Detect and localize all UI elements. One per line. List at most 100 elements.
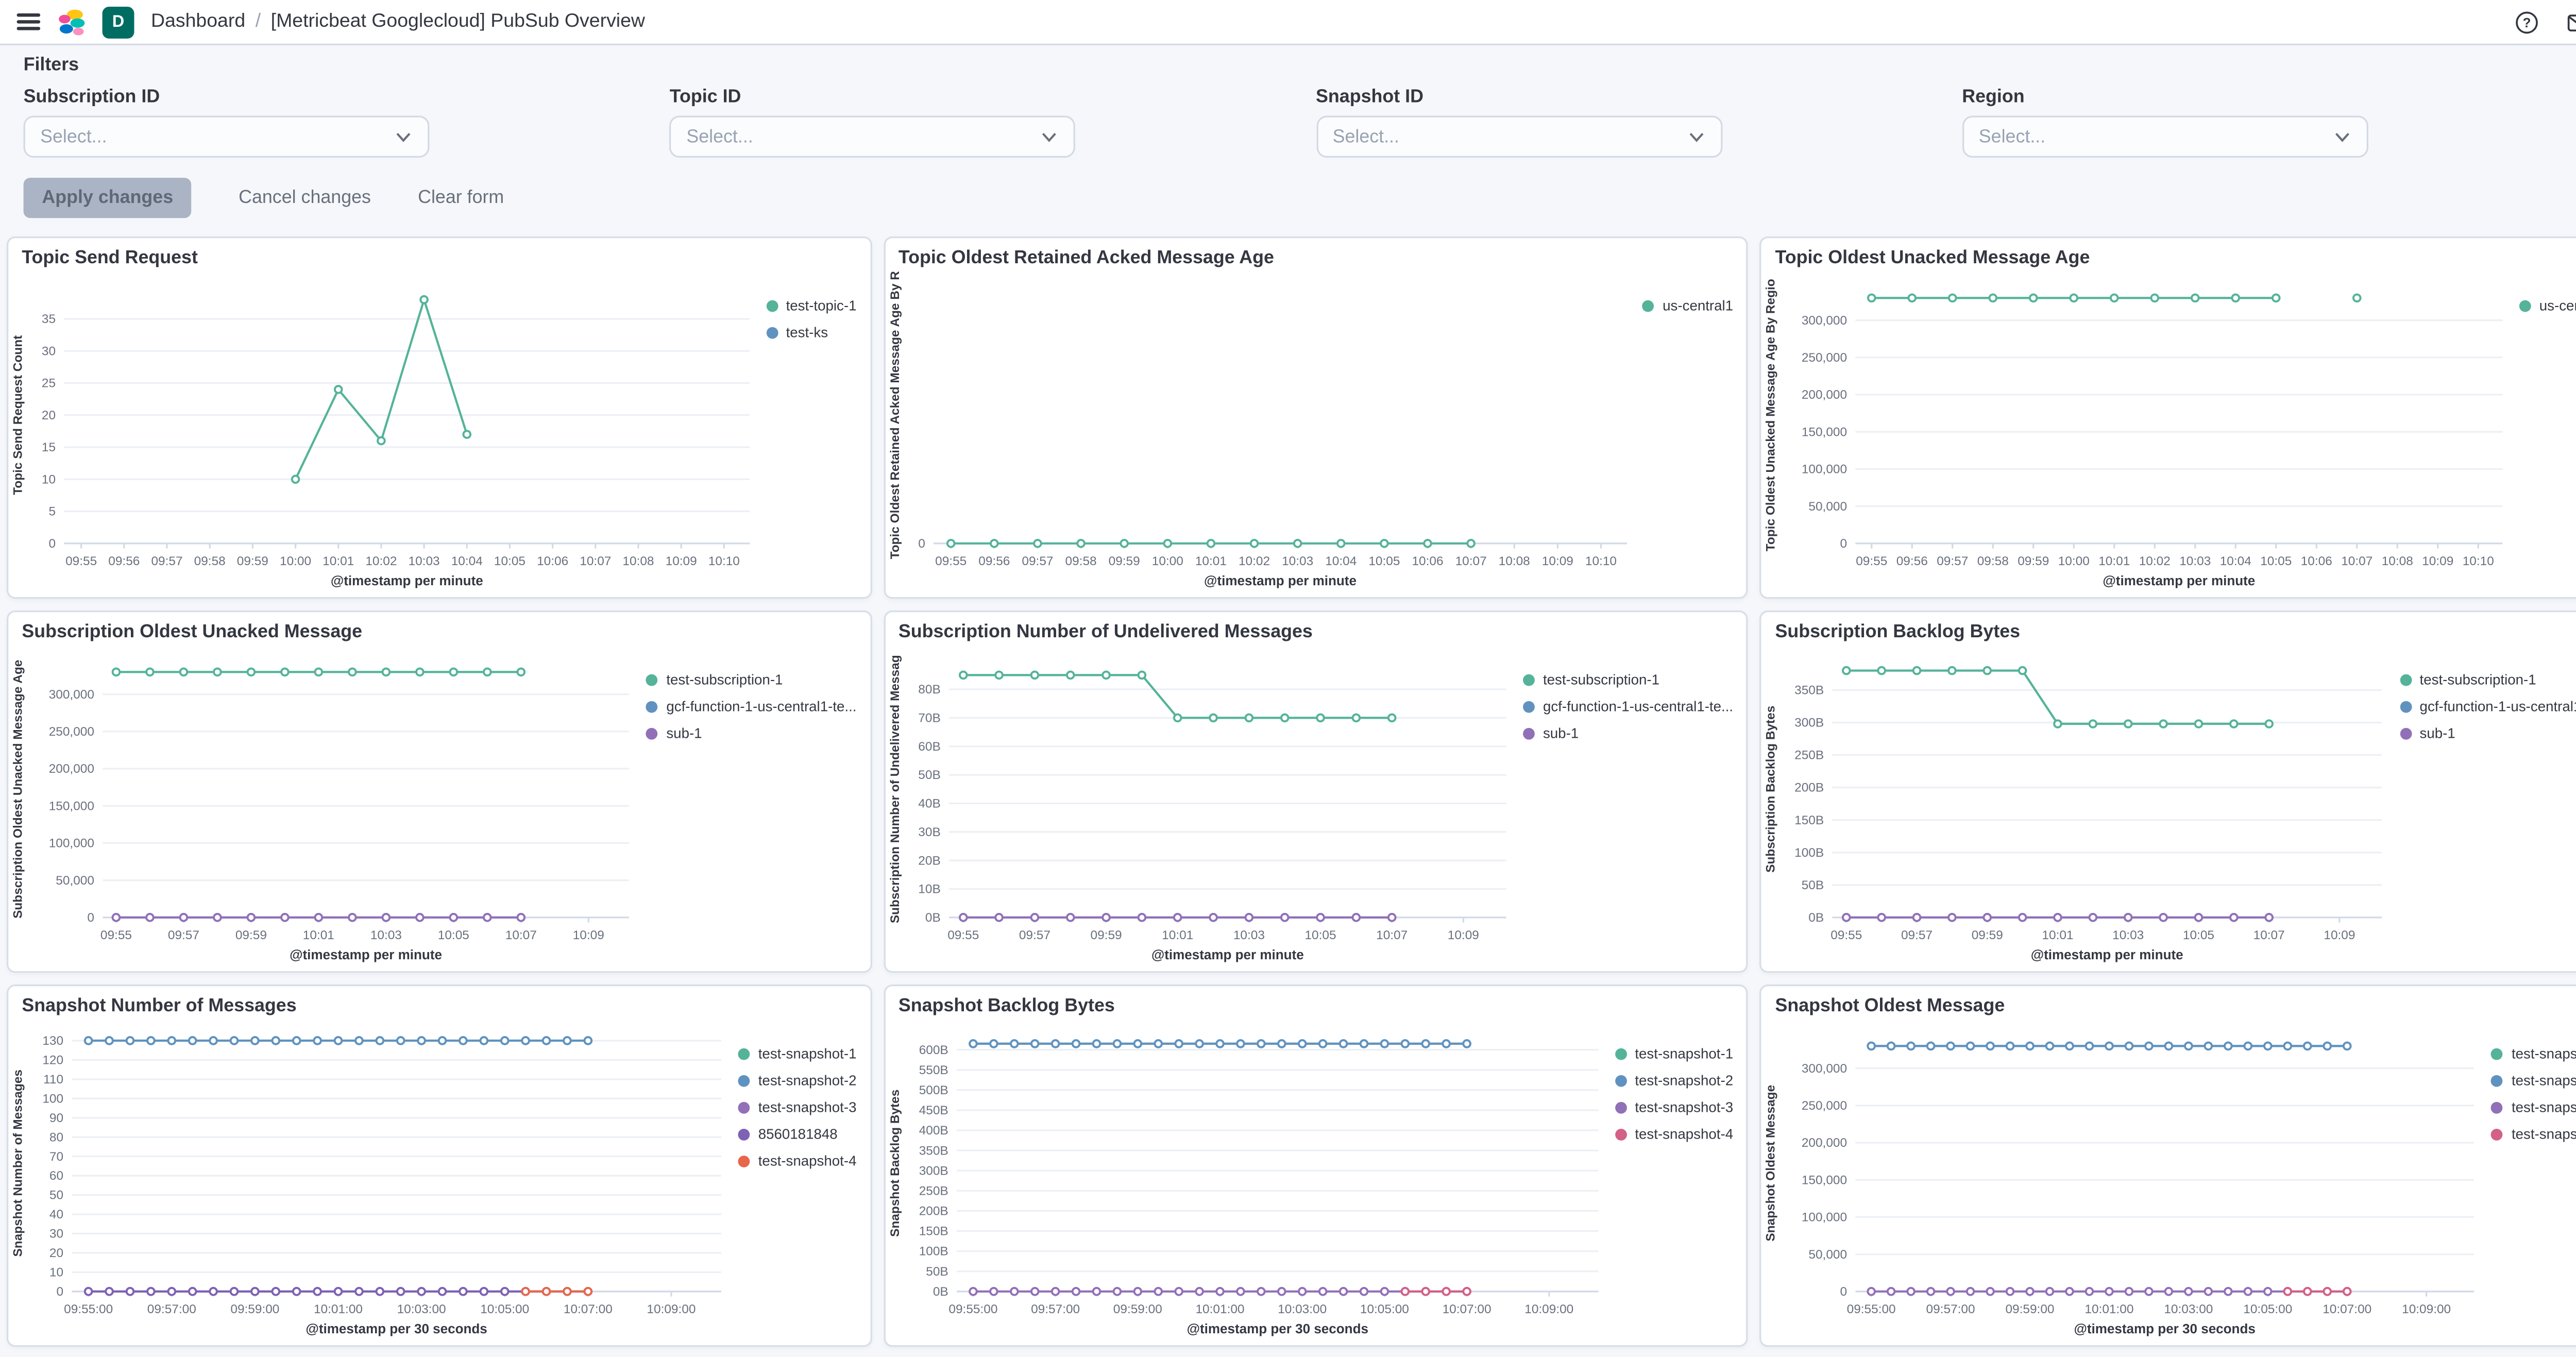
legend-item[interactable]: test-snapshot-3	[1615, 1098, 1733, 1115]
legend-item[interactable]: test-ks	[766, 324, 857, 341]
chart-legend: test-snapshot-1 test-snapshot-2 test-snaps…	[2488, 1018, 2576, 1345]
svg-text:10:09:00: 10:09:00	[647, 1302, 696, 1316]
svg-text:10:07:00: 10:07:00	[564, 1302, 613, 1316]
svg-text:35: 35	[42, 312, 56, 326]
clear-form-button[interactable]: Clear form	[418, 188, 504, 208]
panel-title: Subscription Oldest Unacked Message	[22, 622, 363, 642]
legend-dot	[646, 727, 658, 739]
legend-item[interactable]: test-snapshot-2	[1615, 1072, 1733, 1089]
select-placeholder: Select...	[1978, 126, 2046, 147]
chart-canvas[interactable]: 0 50,000 100,000 150,000 200,000 250,000 300,0…	[1761, 270, 2516, 597]
legend-item[interactable]: test-snapshot-1	[2491, 1045, 2576, 1062]
svg-text:450B: 450B	[919, 1104, 948, 1117]
legend-label: 8560181848	[758, 1125, 838, 1143]
svg-text:50,000: 50,000	[1809, 1248, 1848, 1262]
svg-text:10:03: 10:03	[370, 928, 402, 942]
legend-item[interactable]: test-snapshot-2	[2491, 1072, 2576, 1089]
legend-item[interactable]: test-snapshot-4	[1615, 1126, 1733, 1142]
chart-canvas[interactable]: 0 10 20 30 40 50 60 70 80 90 100 110 120 130 Snapshot …	[8, 1018, 735, 1345]
svg-text:@timestamp per minute: @timestamp per minute	[290, 947, 442, 962]
svg-text:10:06: 10:06	[537, 554, 568, 568]
legend-item[interactable]: gcf-function-1-us-central1-te...	[2399, 698, 2576, 715]
legend-item[interactable]: test-subscription-1	[1522, 671, 1733, 688]
svg-text:09:57:00: 09:57:00	[147, 1302, 196, 1316]
legend-item[interactable]: test-subscription-1	[2399, 671, 2576, 688]
legend-item[interactable]: sub-1	[1522, 724, 1733, 741]
envelope-icon[interactable]	[2566, 9, 2576, 35]
filters-row: Subscription ID Select... Topic ID Selec…	[23, 87, 2576, 158]
chevron-down-icon	[396, 132, 411, 142]
svg-text:09:55: 09:55	[947, 928, 978, 942]
legend-item[interactable]: test-snapshot-1	[1615, 1045, 1733, 1062]
svg-text:50B: 50B	[925, 1265, 947, 1279]
help-icon[interactable]: ?	[2514, 9, 2539, 35]
legend-label: test-ks	[786, 324, 828, 341]
chart-canvas[interactable]: 0 50,000 100,000 150,000 200,000 250,000 300,0…	[8, 644, 642, 971]
svg-text:09:55:00: 09:55:00	[64, 1302, 113, 1316]
svg-text:10:01: 10:01	[2042, 928, 2074, 942]
svg-text:200,000: 200,000	[49, 762, 94, 776]
svg-text:10:05: 10:05	[1304, 928, 1335, 942]
snapshot-id-select[interactable]: Select...	[1316, 115, 1722, 158]
svg-text:09:59: 09:59	[237, 554, 268, 568]
chart-canvas[interactable]: 0B 50B 100B 150B 200B 250B 300B 350B 400B 450B 500…	[885, 1018, 1612, 1345]
space-avatar[interactable]: D	[102, 6, 134, 38]
legend-label: us-central1	[2539, 297, 2576, 314]
legend-item[interactable]: test-snapshot-3	[2491, 1098, 2576, 1115]
svg-text:09:57: 09:57	[168, 928, 199, 942]
select-placeholder: Select...	[686, 126, 753, 147]
svg-text:09:59:00: 09:59:00	[2006, 1302, 2055, 1316]
chart-canvas[interactable]: 0 5 10 15 20 25 30 35 Topic Send Request Count 09…	[8, 270, 762, 597]
legend-item[interactable]: sub-1	[2399, 724, 2576, 741]
legend-item[interactable]: us-central1	[2519, 297, 2576, 314]
legend-item[interactable]: gcf-function-1-us-central1-te...	[1522, 698, 1733, 715]
select-placeholder: Select...	[1332, 126, 1399, 147]
svg-text:10:05: 10:05	[2183, 928, 2215, 942]
legend-item[interactable]: test-snapshot-1	[738, 1045, 856, 1062]
svg-text:09:55: 09:55	[935, 554, 966, 568]
breadcrumb-dashboard[interactable]: Dashboard	[151, 11, 246, 32]
legend-dot	[2519, 299, 2531, 311]
legend-item[interactable]: test-topic-1	[766, 297, 856, 314]
chart-legend: test-subscription-1 gcf-function-1-us-cen…	[2396, 644, 2576, 971]
legend-item[interactable]: test-snapshot-2	[738, 1072, 857, 1089]
svg-text:10:09: 10:09	[2324, 928, 2355, 942]
subscription-id-select[interactable]: Select...	[23, 115, 430, 158]
legend-item[interactable]: test-snapshot-3	[738, 1098, 856, 1115]
cancel-changes-button[interactable]: Cancel changes	[239, 188, 371, 208]
region-select[interactable]: Select...	[1962, 115, 2368, 158]
svg-text:Topic Oldest Retained Acked Me: Topic Oldest Retained Acked Message Age …	[888, 271, 902, 559]
svg-text:10:01: 10:01	[1195, 554, 1226, 568]
topic-id-select[interactable]: Select...	[669, 115, 1076, 158]
filter-group-topic-id: Topic ID Select...	[669, 87, 1316, 158]
chart-canvas[interactable]: 0B 50B 100B 150B 200B 250B 300B 350B Subscriptio…	[1761, 644, 2396, 971]
svg-text:250,000: 250,000	[1802, 351, 1848, 365]
legend-item[interactable]: 8560181848	[738, 1125, 857, 1143]
legend-label: test-snapshot-2	[758, 1072, 857, 1089]
chart-canvas[interactable]: 0 50,000 100,000 150,000 200,000 250,000 300,0…	[1761, 1018, 2488, 1345]
chart-canvas[interactable]: 0B 10B 20B 30B 40B 50B 60B 70B 80B Subscription N…	[885, 644, 1520, 971]
legend-item[interactable]: us-central1	[1642, 297, 1733, 314]
svg-text:250,000: 250,000	[1802, 1099, 1848, 1113]
legend-item[interactable]: test-snapshot-4	[738, 1152, 856, 1169]
svg-text:10:01: 10:01	[2099, 554, 2130, 568]
legend-dot	[2399, 700, 2412, 713]
svg-text:10:07:00: 10:07:00	[1442, 1302, 1490, 1316]
svg-text:@timestamp per 30 seconds: @timestamp per 30 seconds	[1186, 1321, 1367, 1336]
legend-dot	[766, 326, 778, 338]
menu-icon[interactable]	[16, 13, 41, 30]
apply-changes-button[interactable]: Apply changes	[23, 178, 192, 218]
svg-text:10:10: 10:10	[2463, 554, 2495, 568]
chart-canvas[interactable]: 0 Topic Oldest Retained Acked Message Age…	[885, 270, 1639, 597]
legend-item[interactable]: sub-1	[646, 724, 856, 741]
legend-item[interactable]: gcf-function-1-us-central1-te...	[646, 698, 856, 715]
svg-text:09:55:00: 09:55:00	[948, 1302, 997, 1316]
svg-text:0: 0	[918, 537, 925, 551]
svg-text:10:03: 10:03	[1281, 554, 1313, 568]
svg-text:Subscription Oldest Unacked Me: Subscription Oldest Unacked Message Age	[11, 660, 25, 919]
svg-text:10:03: 10:03	[2180, 554, 2211, 568]
elastic-logo[interactable]	[57, 8, 86, 36]
legend-item[interactable]: test-snapshot-4	[2491, 1126, 2576, 1142]
legend-item[interactable]: test-subscription-1	[646, 671, 856, 688]
svg-text:40B: 40B	[918, 797, 940, 811]
